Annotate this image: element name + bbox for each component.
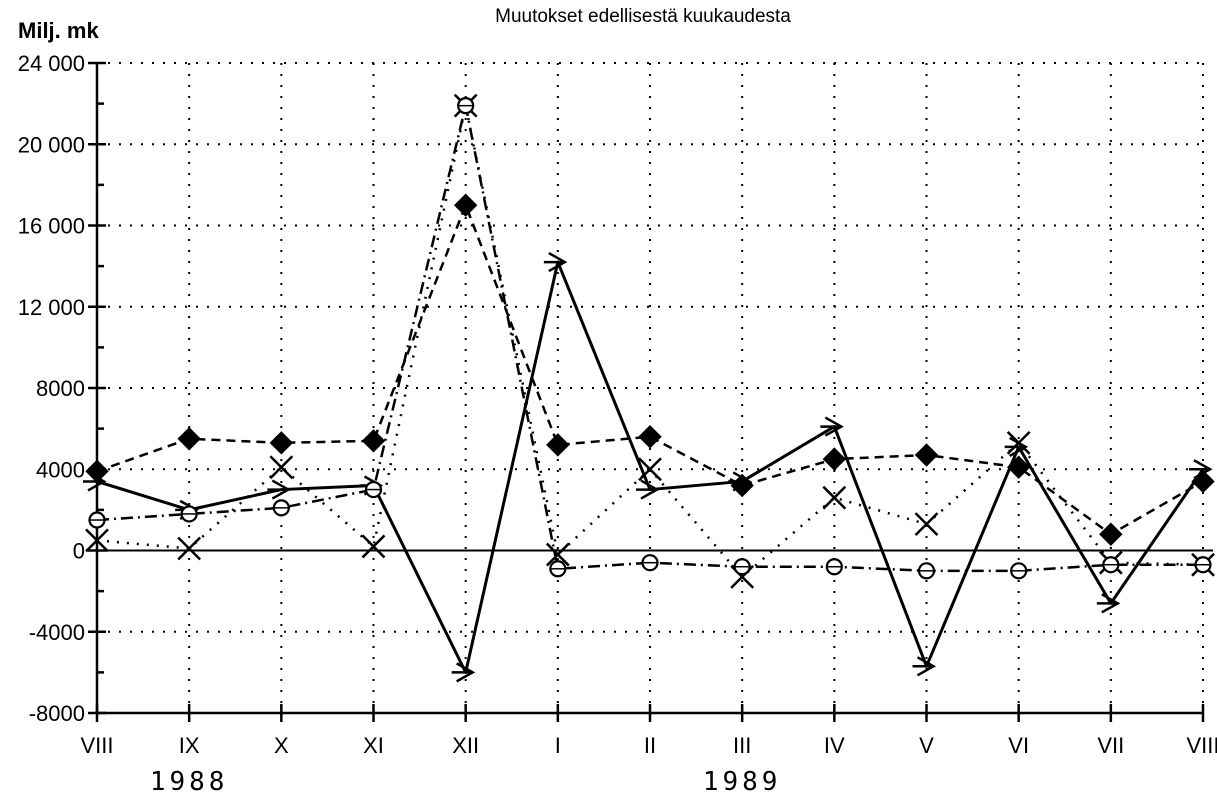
- series-line: [96, 260, 1205, 674]
- data-point: [914, 443, 939, 467]
- data-point: [1006, 430, 1031, 455]
- y-tick-label: 16 000: [18, 214, 85, 239]
- x-tick-label: III: [733, 733, 751, 758]
- data-point: [822, 485, 847, 510]
- x-tick-label: VII: [1097, 733, 1124, 758]
- x-tick-label: IX: [179, 733, 200, 758]
- data-point: [1099, 522, 1123, 546]
- grid: [97, 62, 1204, 714]
- data-point: [177, 536, 202, 561]
- y-tick-label: 8000: [36, 376, 85, 401]
- y-tick-label: -4000: [29, 620, 85, 645]
- x-tick-label: VIII: [80, 733, 113, 758]
- x-tick-label: X: [274, 733, 289, 758]
- x-tick-label: XI: [363, 733, 384, 758]
- y-axis-unit-label: Milj. mk: [18, 18, 99, 43]
- data-point: [269, 455, 294, 480]
- y-tick-label: -8000: [29, 701, 85, 726]
- axes: [88, 61, 1213, 722]
- chart-title: Muutokset edellisestä kuukaudesta: [495, 6, 791, 27]
- y-tick-label: 0: [73, 539, 85, 564]
- data-point: [361, 534, 386, 559]
- series-circle: [88, 97, 1212, 580]
- data-point: [269, 431, 294, 455]
- data-point: [85, 528, 109, 553]
- year-label: 1988: [150, 767, 229, 797]
- data-point: [453, 193, 478, 217]
- x-tick-label: V: [919, 733, 934, 758]
- data-point: [545, 542, 570, 567]
- x-tick-label: I: [555, 733, 561, 758]
- data-point: [546, 433, 570, 457]
- series-line: [96, 104, 1204, 579]
- labels: Muutokset edellisestä kuukaudesta Milj. …: [18, 6, 1217, 797]
- y-tick-label: 12 000: [18, 295, 85, 320]
- year-label: 1989: [703, 767, 782, 797]
- x-tick-label: XII: [452, 733, 479, 758]
- y-tick-label: 4000: [36, 457, 85, 482]
- series-x-cross: [85, 93, 1215, 589]
- series-triangle-right: [83, 251, 1213, 683]
- x-tick-label: VI: [1008, 733, 1029, 758]
- x-tick-label: VIII: [1186, 733, 1217, 758]
- x-tick-label: IV: [824, 733, 845, 758]
- data-point: [85, 459, 109, 483]
- series-group: [83, 93, 1215, 683]
- y-tick-label: 24 000: [18, 51, 85, 76]
- x-tick-label: II: [644, 733, 656, 758]
- data-point: [638, 425, 662, 449]
- data-point: [914, 512, 939, 536]
- y-tick-label: 20 000: [18, 132, 85, 157]
- data-point: [177, 427, 201, 451]
- data-point: [822, 447, 847, 471]
- data-point: [638, 457, 662, 482]
- data-point: [361, 429, 386, 453]
